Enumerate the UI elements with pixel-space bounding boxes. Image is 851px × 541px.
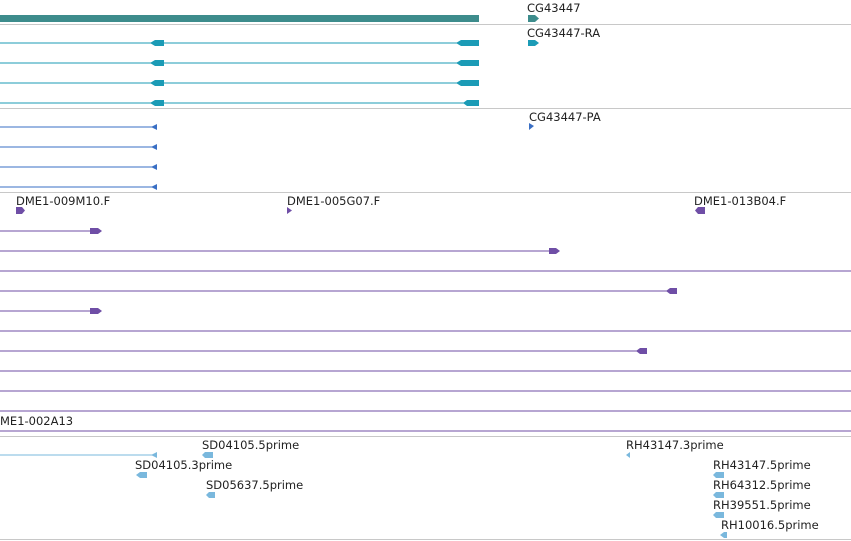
est-label[interactable]: RH43147.5prime [713,458,811,472]
transcript-row[interactable] [0,100,479,106]
clone-label[interactable]: DME1-005G07.F [287,194,381,208]
track-separator [0,539,851,540]
transcript-row[interactable] [0,40,479,46]
track-separator [0,436,851,437]
clone-label[interactable]: DME1-009M10.F [16,194,111,208]
clone-row[interactable] [0,228,102,234]
protein-label[interactable]: CG43447-PA [529,110,601,124]
clone-label[interactable]: DME1-013B04.F [694,194,787,208]
clone-row[interactable] [0,288,677,294]
track-separator [0,108,851,109]
est-feature[interactable] [713,512,724,518]
gene-arrow[interactable] [528,15,539,22]
gene-bar[interactable] [0,15,479,22]
track-separator [0,192,851,193]
clone-row[interactable] [0,308,102,314]
transcript-row[interactable] [0,60,479,66]
est-label[interactable]: RH39551.5prime [713,498,811,512]
transcript-arrow[interactable] [528,40,539,46]
track-separator [0,24,851,25]
est-label[interactable]: SD04105.3prime [135,458,233,472]
protein-row[interactable] [0,124,157,130]
est-label[interactable]: SD04105.5prime [202,438,300,452]
clone-feature[interactable] [695,207,705,214]
est-feature[interactable] [626,452,630,458]
est-feature[interactable] [713,472,724,478]
clone-label[interactable]: ME1-002A13 [0,414,74,428]
est-feature[interactable] [713,492,724,498]
clone-row[interactable] [0,248,560,254]
est-feature[interactable] [720,532,727,538]
est-label[interactable]: SD05637.5prime [206,478,304,492]
protein-arrow[interactable] [529,123,534,130]
clone-feature[interactable] [287,207,292,214]
est-label[interactable]: RH10016.5prime [721,518,819,532]
transcript-label[interactable]: CG43447-RA [527,26,601,40]
protein-row[interactable] [0,144,157,150]
gene-label[interactable]: CG43447 [527,1,581,15]
est-feature[interactable] [136,472,147,478]
est-row[interactable] [0,452,157,458]
est-feature[interactable] [202,452,213,458]
est-feature[interactable] [206,492,215,498]
clone-row[interactable] [0,348,647,354]
protein-row[interactable] [0,184,157,190]
est-label[interactable]: RH43147.3prime [626,438,724,452]
protein-row[interactable] [0,164,157,170]
transcript-row[interactable] [0,80,479,86]
clone-feature[interactable] [16,207,25,214]
est-label[interactable]: RH64312.5prime [713,478,811,492]
